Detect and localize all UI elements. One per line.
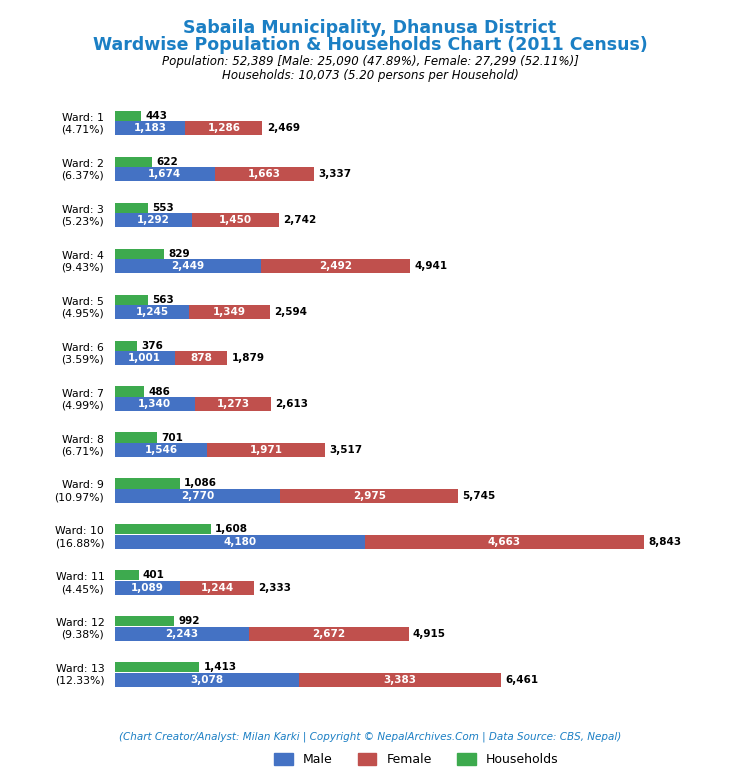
Bar (115, 535, 365, 549)
Text: 1,245: 1,245 (135, 307, 169, 317)
Text: 1,340: 1,340 (138, 399, 172, 409)
Bar (115, 581, 180, 594)
Text: 992: 992 (178, 617, 200, 627)
Text: 2,449: 2,449 (172, 261, 204, 271)
Text: 2,243: 2,243 (165, 629, 198, 639)
Text: 1,608: 1,608 (215, 525, 248, 535)
Text: 3,337: 3,337 (318, 169, 352, 179)
Bar (115, 489, 280, 503)
Text: 4,941: 4,941 (414, 261, 448, 271)
Bar (192, 214, 279, 227)
Text: 2,975: 2,975 (353, 491, 386, 501)
Bar (115, 662, 199, 673)
Bar (115, 121, 186, 135)
Text: (Chart Creator/Analyst: Milan Karki | Copyright © NepalArchives.Com | Data Sourc: (Chart Creator/Analyst: Milan Karki | Co… (119, 731, 621, 742)
Text: 2,594: 2,594 (274, 307, 307, 317)
Bar (280, 489, 458, 503)
Text: 4,915: 4,915 (413, 629, 446, 639)
Text: 376: 376 (141, 340, 164, 350)
Bar (365, 535, 644, 549)
Text: 1,663: 1,663 (248, 169, 281, 179)
Text: 1,286: 1,286 (207, 123, 240, 133)
Bar (115, 259, 261, 273)
Text: 1,292: 1,292 (137, 215, 169, 225)
Text: Population: 52,389 [Male: 25,090 (47.89%), Female: 27,299 (52.11%)]: Population: 52,389 [Male: 25,090 (47.89%… (161, 55, 579, 68)
Text: 2,492: 2,492 (319, 261, 352, 271)
Text: 4,180: 4,180 (223, 537, 256, 547)
Bar (115, 111, 141, 121)
Bar (189, 305, 270, 319)
Text: 1,273: 1,273 (216, 399, 249, 409)
Text: 1,450: 1,450 (219, 215, 252, 225)
Bar (115, 571, 138, 581)
Bar (115, 673, 299, 687)
Text: 2,672: 2,672 (312, 629, 346, 639)
Bar (115, 386, 144, 396)
Text: 2,613: 2,613 (275, 399, 309, 409)
Bar (115, 157, 152, 167)
Text: 401: 401 (143, 571, 165, 581)
Text: 1,413: 1,413 (204, 662, 237, 672)
Bar (115, 397, 195, 411)
Text: 4,663: 4,663 (488, 537, 521, 547)
Text: 1,546: 1,546 (144, 445, 178, 455)
Legend: Male, Female, Households: Male, Female, Households (275, 753, 558, 766)
Text: Sabaila Municipality, Dhanusa District: Sabaila Municipality, Dhanusa District (184, 19, 556, 37)
Bar (115, 203, 148, 213)
Text: 1,086: 1,086 (184, 478, 217, 488)
Text: Wardwise Population & Households Chart (2011 Census): Wardwise Population & Households Chart (… (92, 36, 648, 54)
Bar (195, 397, 271, 411)
Text: 1,001: 1,001 (128, 353, 161, 363)
Bar (115, 305, 189, 319)
Text: 1,674: 1,674 (148, 169, 181, 179)
Text: 443: 443 (146, 111, 167, 121)
Text: 701: 701 (161, 432, 183, 442)
Text: 1,349: 1,349 (213, 307, 246, 317)
Text: 3,383: 3,383 (383, 675, 417, 685)
Text: 1,971: 1,971 (249, 445, 283, 455)
Text: 2,742: 2,742 (283, 215, 316, 225)
Text: 3,078: 3,078 (190, 675, 223, 685)
Bar (175, 351, 227, 365)
Bar (115, 525, 211, 535)
Bar (115, 432, 157, 442)
Bar (299, 673, 501, 687)
Text: 622: 622 (156, 157, 178, 167)
Bar (115, 167, 215, 181)
Bar (261, 259, 410, 273)
Bar (115, 214, 192, 227)
Bar (115, 478, 180, 488)
Text: 1,879: 1,879 (232, 353, 264, 363)
Bar (115, 616, 174, 627)
Text: 6,461: 6,461 (505, 675, 539, 685)
Text: 5,745: 5,745 (462, 491, 496, 501)
Bar (115, 340, 137, 351)
Bar (186, 121, 263, 135)
Bar (115, 443, 207, 457)
Text: 2,333: 2,333 (258, 583, 292, 593)
Text: 563: 563 (152, 295, 175, 305)
Text: 8,843: 8,843 (648, 537, 681, 547)
Bar (115, 351, 175, 365)
Text: Households: 10,073 (5.20 persons per Household): Households: 10,073 (5.20 persons per Hou… (221, 69, 519, 82)
Bar (115, 249, 164, 259)
Text: 1,183: 1,183 (134, 123, 166, 133)
Text: 3,517: 3,517 (329, 445, 363, 455)
Bar (180, 581, 255, 594)
Text: 486: 486 (148, 386, 170, 396)
Text: 2,770: 2,770 (181, 491, 214, 501)
Text: 1,244: 1,244 (201, 583, 234, 593)
Text: 553: 553 (152, 203, 174, 213)
Text: 878: 878 (190, 353, 212, 363)
Bar (207, 443, 325, 457)
Text: 1,089: 1,089 (131, 583, 164, 593)
Bar (115, 295, 149, 305)
Text: 2,469: 2,469 (266, 123, 300, 133)
Bar (115, 627, 249, 641)
Bar (215, 167, 314, 181)
Text: 829: 829 (169, 249, 190, 259)
Bar (249, 627, 408, 641)
